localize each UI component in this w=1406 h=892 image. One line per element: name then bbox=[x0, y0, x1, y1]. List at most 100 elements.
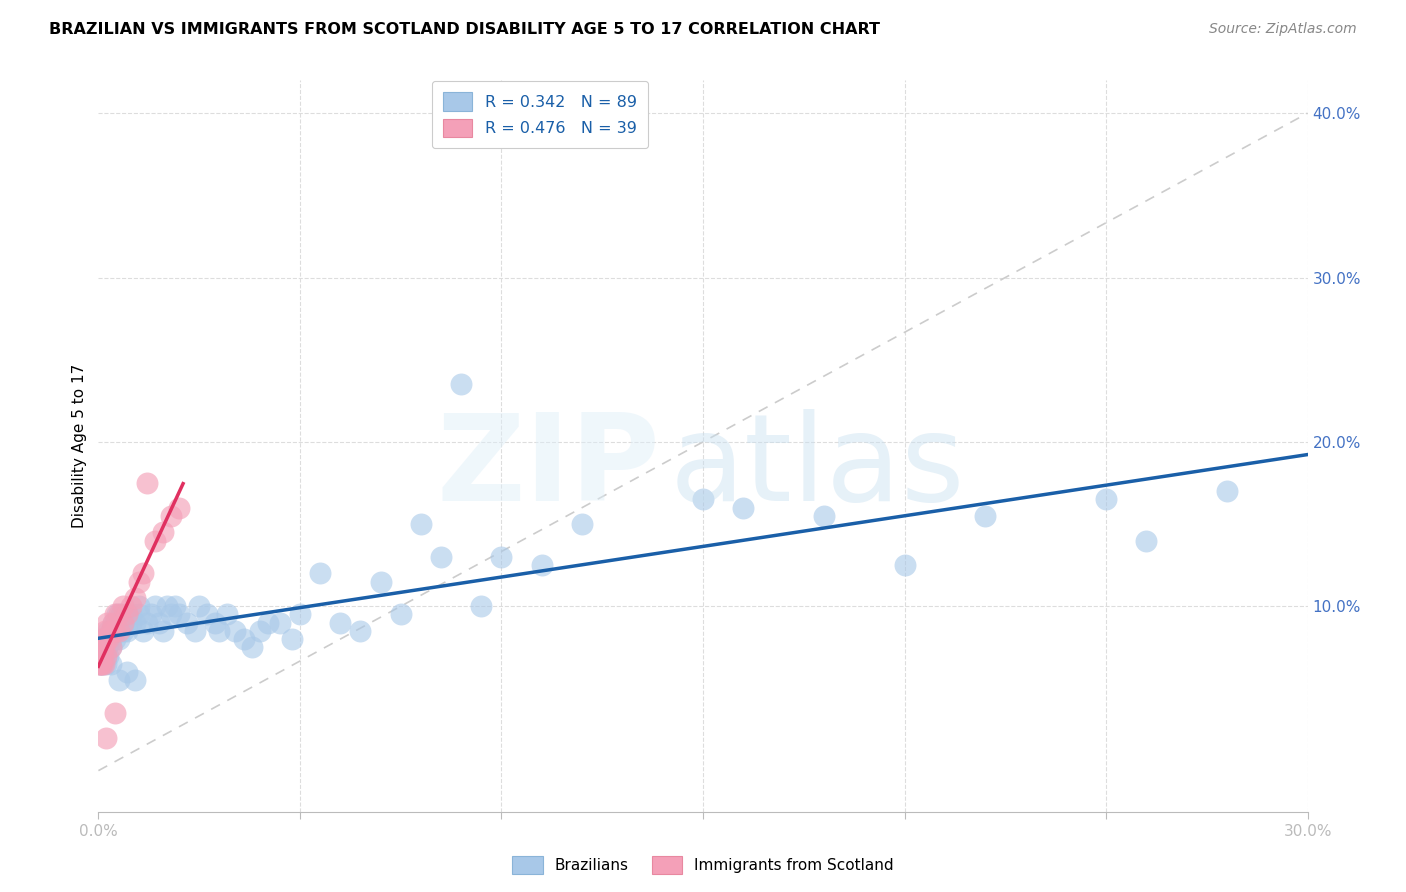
Point bbox=[100, 657, 122, 671]
Point bbox=[208, 624, 231, 638]
Point bbox=[97, 624, 120, 638]
Point bbox=[184, 624, 207, 638]
Point bbox=[160, 607, 183, 622]
Point bbox=[128, 607, 150, 622]
Point bbox=[96, 731, 118, 745]
Point bbox=[281, 632, 304, 647]
Point bbox=[135, 615, 157, 630]
Point bbox=[90, 640, 112, 655]
Point bbox=[120, 615, 142, 630]
Point bbox=[143, 599, 166, 614]
Point bbox=[93, 648, 115, 663]
Point bbox=[94, 632, 117, 647]
Point bbox=[111, 615, 134, 630]
Point bbox=[115, 607, 138, 622]
Point bbox=[97, 632, 120, 647]
Point bbox=[288, 607, 311, 622]
Point bbox=[167, 500, 190, 515]
Point bbox=[152, 624, 174, 638]
Point bbox=[96, 632, 118, 647]
Point bbox=[97, 632, 120, 647]
Text: BRAZILIAN VS IMMIGRANTS FROM SCOTLAND DISABILITY AGE 5 TO 17 CORRELATION CHART: BRAZILIAN VS IMMIGRANTS FROM SCOTLAND DI… bbox=[49, 22, 880, 37]
Point bbox=[128, 574, 150, 589]
Point bbox=[1095, 492, 1118, 507]
Point bbox=[120, 599, 142, 614]
Point bbox=[93, 632, 115, 647]
Text: Source: ZipAtlas.com: Source: ZipAtlas.com bbox=[1209, 22, 1357, 37]
Point bbox=[156, 599, 179, 614]
Point bbox=[309, 566, 332, 581]
Point bbox=[450, 377, 472, 392]
Point bbox=[135, 475, 157, 490]
Point bbox=[97, 648, 120, 663]
Point bbox=[100, 632, 122, 647]
Point bbox=[89, 657, 111, 671]
Point bbox=[240, 640, 263, 655]
Point bbox=[115, 665, 138, 679]
Point bbox=[139, 607, 162, 622]
Point bbox=[94, 624, 117, 638]
Point bbox=[91, 632, 114, 647]
Point bbox=[124, 591, 146, 605]
Point bbox=[195, 607, 218, 622]
Point bbox=[249, 624, 271, 638]
Point bbox=[107, 632, 129, 647]
Point bbox=[100, 640, 122, 655]
Point bbox=[571, 517, 593, 532]
Point bbox=[103, 615, 125, 630]
Point bbox=[105, 607, 128, 622]
Point bbox=[329, 615, 352, 630]
Point bbox=[491, 549, 513, 564]
Point bbox=[132, 624, 155, 638]
Legend: Brazilians, Immigrants from Scotland: Brazilians, Immigrants from Scotland bbox=[506, 850, 900, 880]
Point bbox=[110, 607, 132, 622]
Point bbox=[107, 673, 129, 688]
Point bbox=[115, 624, 138, 638]
Point bbox=[530, 558, 553, 573]
Point bbox=[103, 632, 125, 647]
Point bbox=[269, 615, 291, 630]
Point bbox=[91, 648, 114, 663]
Point bbox=[470, 599, 492, 614]
Point bbox=[692, 492, 714, 507]
Point bbox=[103, 706, 125, 720]
Text: atlas: atlas bbox=[669, 409, 965, 526]
Point bbox=[96, 648, 118, 663]
Point bbox=[90, 640, 112, 655]
Point bbox=[163, 599, 186, 614]
Point bbox=[409, 517, 432, 532]
Point bbox=[91, 657, 114, 671]
Point bbox=[100, 624, 122, 638]
Point bbox=[89, 648, 111, 663]
Point bbox=[893, 558, 915, 573]
Point bbox=[94, 657, 117, 671]
Point bbox=[167, 607, 190, 622]
Point bbox=[96, 632, 118, 647]
Point bbox=[974, 508, 997, 523]
Point bbox=[256, 615, 278, 630]
Point bbox=[89, 657, 111, 671]
Point bbox=[101, 615, 124, 630]
Point bbox=[120, 607, 142, 622]
Point bbox=[91, 632, 114, 647]
Point bbox=[101, 615, 124, 630]
Text: ZIP: ZIP bbox=[437, 409, 661, 526]
Point bbox=[132, 566, 155, 581]
Point bbox=[96, 615, 118, 630]
Point bbox=[176, 615, 198, 630]
Point bbox=[103, 624, 125, 638]
Point bbox=[111, 599, 134, 614]
Point bbox=[217, 607, 239, 622]
Point bbox=[103, 624, 125, 638]
Y-axis label: Disability Age 5 to 17: Disability Age 5 to 17 bbox=[72, 364, 87, 528]
Point bbox=[90, 657, 112, 671]
Point bbox=[107, 607, 129, 622]
Point bbox=[89, 648, 111, 663]
Point bbox=[143, 533, 166, 548]
Point bbox=[91, 640, 114, 655]
Point bbox=[188, 599, 211, 614]
Point bbox=[224, 624, 246, 638]
Point bbox=[103, 607, 125, 622]
Point bbox=[124, 673, 146, 688]
Point bbox=[100, 624, 122, 638]
